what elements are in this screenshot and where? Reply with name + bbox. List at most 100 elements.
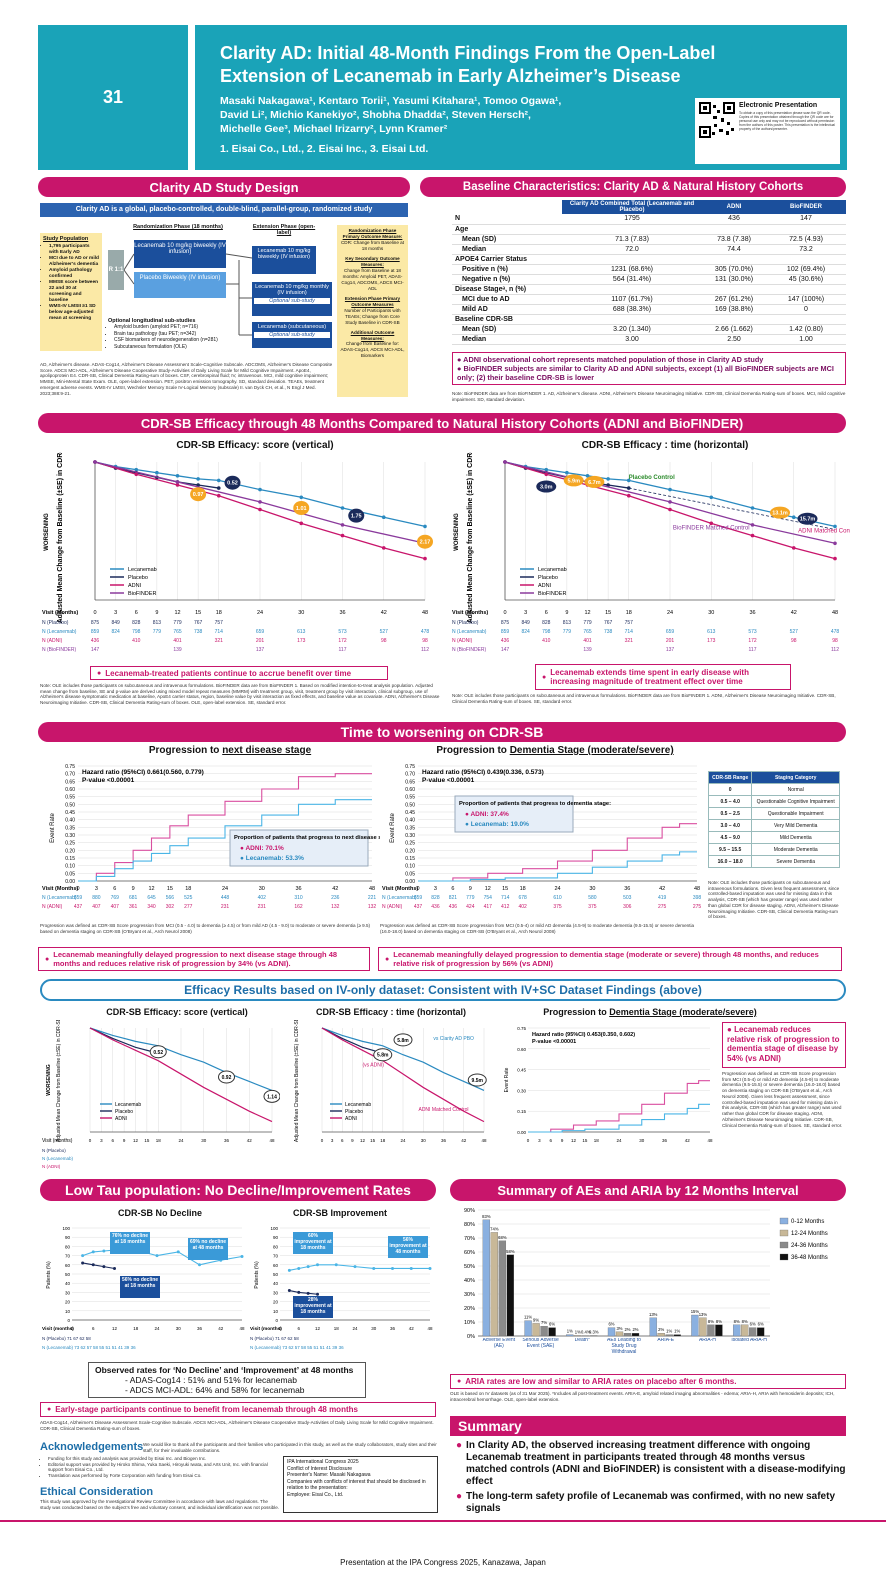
population-item: Amyloid pathology confirmed — [49, 268, 99, 280]
bar-label: 11% — [524, 1315, 532, 1320]
qr-code-icon[interactable] — [699, 102, 735, 138]
bar — [699, 1317, 707, 1337]
y-tick: 0.45 — [517, 1068, 526, 1073]
data-point — [134, 467, 139, 472]
visit-tick: 48 — [239, 1326, 245, 1331]
baseline-cell: Negative n (%) — [452, 274, 562, 285]
visit-tick: 0 — [416, 886, 419, 892]
longitudinal-item: Brain tau pathology (tau PET; n=342) — [114, 331, 248, 338]
bar-label: 3% — [616, 1326, 622, 1331]
effect-badge — [467, 1073, 487, 1087]
baseline-cell: 3.00 — [562, 334, 702, 345]
visit-tick: 30 — [201, 1138, 207, 1143]
y-tick: 0.50 — [65, 802, 75, 808]
n-value: 527 — [790, 629, 799, 635]
coi-box: IPA International Congress 2025 Conflict … — [283, 1456, 438, 1513]
visit-tick: 15 — [502, 886, 508, 892]
data-point — [297, 1290, 301, 1294]
bar-label: 8% — [742, 1319, 748, 1324]
category-label: ARIA-E — [657, 1338, 675, 1343]
baseline-row: Positive n (%) 1231 (68.6%) 305 (70.0%) 102… — [452, 264, 846, 275]
population-item: WMS-IV LMSII ≥1 SD below age-adjusted me… — [49, 304, 99, 322]
visit-label: Visit (Months) — [42, 886, 78, 892]
baseline-cell — [766, 284, 846, 295]
study-population-box: Study Population 1,795 participants with… — [40, 233, 102, 351]
n-value: 402 — [258, 895, 267, 901]
data-point — [626, 486, 631, 490]
n-value: 659 — [256, 629, 265, 635]
n-value: 738 — [194, 629, 203, 635]
outcome-item: Randomization Phase Primary Outcome Meas… — [342, 228, 403, 239]
baseline-cell: Baseline CDR-SB — [452, 314, 562, 325]
baseline-cell — [562, 284, 702, 295]
baseline-row: Mean (SD) 3.20 (1.340) 2.66 (1.662) 1.42 (0… — [452, 324, 846, 335]
baseline-cell: 102 (69.4%) — [766, 264, 846, 275]
baseline-cell: 564 (31.4%) — [562, 274, 702, 285]
data-point — [750, 533, 755, 538]
n-value: 172 — [748, 638, 757, 644]
data-point — [134, 472, 139, 477]
proportion-adni: ● ADNI: 70.1% — [240, 845, 284, 852]
data-point — [833, 556, 837, 561]
cdrsb-callout-left: Lecanemab-treated patients continue to a… — [90, 666, 388, 680]
baseline-cell: 147 (100%) — [766, 294, 846, 305]
y-tick: 70 — [273, 1254, 279, 1259]
y-tick: 40 — [273, 1281, 279, 1286]
baseline-cell: 74.4 — [702, 244, 766, 255]
n-value: 340 — [147, 904, 156, 910]
baseline-bullet-2: ● BioFINDER subjects are similar to Clar… — [457, 364, 834, 383]
population-item: 1,795 participants with Early AD — [49, 244, 99, 256]
visit-tick: 3 — [434, 886, 437, 892]
visit-tick: 30 — [639, 1138, 645, 1143]
visit-tick: 42 — [218, 1326, 224, 1331]
n-value: 478 — [831, 629, 840, 635]
y-tick: 50 — [65, 1272, 71, 1277]
y-tick: 60 — [65, 1263, 71, 1268]
lecanemab-line — [89, 1027, 273, 1091]
visit-tick: 3 — [331, 1138, 334, 1143]
n-row-label: N (Lecanemab) — [42, 895, 77, 901]
visit-tick: 48 — [427, 1326, 433, 1331]
header-number-panel: 31 — [38, 25, 188, 170]
baseline-cell: Mean (SD) — [452, 324, 562, 335]
n-value: 437 — [414, 904, 423, 910]
y-tick: 0.15 — [65, 856, 75, 862]
stage-cell: 4.5 – 9.0 — [707, 831, 753, 844]
n-row-label: N (Placebo) — [452, 620, 479, 626]
visit-tick: 24 — [154, 1326, 160, 1331]
data-point — [91, 1250, 95, 1254]
baseline-cell: Disease Stageᵃ, n (%) — [452, 284, 562, 295]
visit-tick: 30 — [259, 886, 265, 892]
effect-badge — [263, 1089, 280, 1103]
n-row-label: N (Lecanemab) 73 62 57 58 55 51 51 41 39… — [42, 1345, 136, 1350]
stage-cell: 0.5 – 2.5 — [707, 807, 753, 820]
visit-tick: 48 — [707, 1138, 713, 1143]
legend-label: ADNI — [345, 1116, 357, 1122]
y-tick: 0.70 — [65, 772, 75, 778]
n-value: 98 — [791, 638, 797, 644]
stage-cell: 3.0 – 4.0 — [707, 819, 753, 832]
y-tick: 0 — [67, 1318, 70, 1323]
ack-text: We would like to thank all the participa… — [143, 1442, 437, 1453]
bar-label: 13% — [699, 1312, 708, 1317]
data-point — [709, 521, 714, 526]
baseline-cell: 0 — [766, 304, 846, 315]
n-value: 645 — [147, 895, 156, 901]
category-wrap: Serious Adverse Event (SAE) — [522, 1338, 558, 1349]
worsening-label: WORSENING — [454, 513, 460, 551]
n-row-label: N (ADNI) — [42, 1164, 61, 1169]
visit-tick: 6 — [451, 886, 454, 892]
effect-label: 1.01 — [296, 506, 307, 512]
bar-label: 13% — [649, 1312, 658, 1317]
legend-swatch — [779, 1229, 789, 1237]
data-point — [216, 478, 221, 483]
effect-label: 0.97 — [193, 492, 204, 498]
n-row-label: N (Placebo) — [42, 1148, 66, 1153]
bar — [691, 1314, 699, 1337]
n-value: 503 — [623, 895, 632, 901]
visit-tick: 0 — [71, 1326, 74, 1331]
n-value: 813 — [153, 620, 162, 626]
stage-row: 16.0 – 18.0 Severe Dementia — [707, 855, 840, 868]
data-point — [258, 487, 262, 492]
n-value: 132 — [368, 904, 377, 910]
